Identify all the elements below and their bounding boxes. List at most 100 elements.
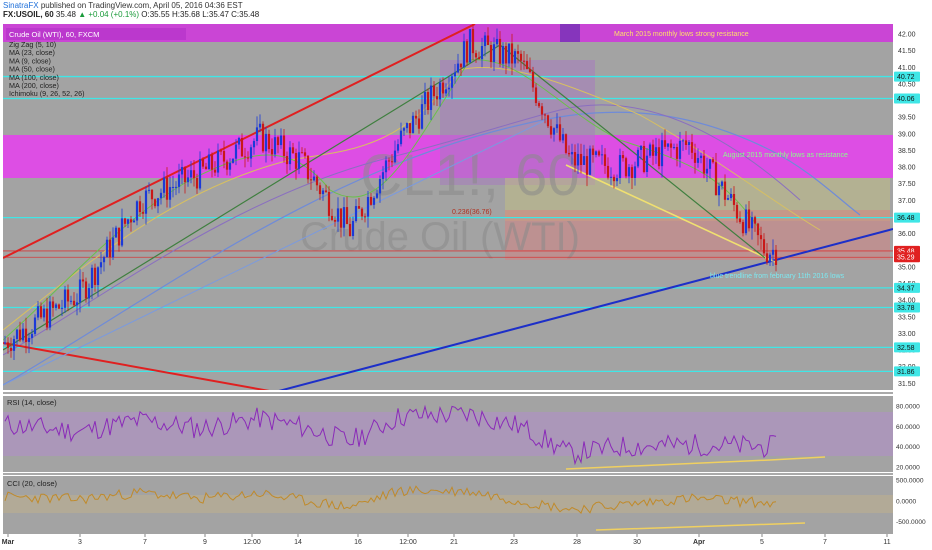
candle-body — [291, 147, 295, 154]
candle-body — [273, 137, 277, 155]
candle-body — [603, 154, 607, 166]
candle-body — [702, 155, 706, 174]
price-badge — [894, 212, 920, 223]
price-tick: 31.50 — [898, 381, 916, 388]
candle-body — [36, 306, 40, 318]
candle-body — [168, 187, 172, 200]
cci-axis-bg — [893, 476, 932, 534]
publish-info: SinatraFX published on TradingView.com, … — [3, 1, 243, 10]
august-resistance-label: August 2015 monthly lows as resistance — [723, 152, 848, 159]
time-axis[interactable]: Mar 3 7 9 12:00 14 16 12:00 21 23 28 30 Apr 5 7 11 — [0, 534, 932, 550]
red-support-line — [3, 342, 270, 390]
candle-body — [174, 186, 178, 188]
candle-body — [27, 337, 31, 342]
candle-body — [498, 38, 502, 64]
blue-trendline-label: blue trendline from february 11th 2016 l… — [710, 273, 845, 280]
candle-body — [579, 153, 583, 165]
candle-body — [531, 71, 535, 88]
candle-body — [741, 222, 745, 234]
price-badge — [894, 342, 920, 353]
price-badge-text: 36.48 — [897, 215, 915, 222]
march-resistance-zone — [3, 24, 893, 42]
legend-item: MA (9, close) — [9, 56, 51, 65]
candle-body — [486, 35, 490, 45]
candle-body — [330, 215, 334, 220]
candle-body — [135, 201, 139, 221]
candle-body — [666, 143, 670, 147]
candle-body — [12, 338, 16, 351]
candle-body — [171, 186, 175, 188]
price-axis[interactable]: 42.0041.5041.0040.5040.0039.5039.0038.50… — [893, 24, 932, 390]
candle-body — [87, 288, 91, 299]
cci-tick: 500.0000 — [896, 478, 924, 485]
candle-body — [483, 35, 487, 47]
price-tick: 41.50 — [898, 48, 916, 55]
candle-body — [183, 167, 187, 183]
rsi-tick: 20.0000 — [896, 464, 920, 471]
candle-body — [42, 308, 46, 318]
candle-body — [210, 154, 214, 170]
candle-body — [513, 51, 517, 64]
candle-body — [696, 158, 700, 163]
candle-body — [480, 46, 484, 60]
candle-body — [573, 152, 577, 166]
candle-body — [288, 147, 292, 165]
candle-body — [462, 41, 466, 68]
yellow-trendline — [565, 164, 776, 263]
time-tick: 21 — [450, 539, 458, 546]
legend-item: MA (50, close) — [9, 65, 55, 74]
cci-band — [3, 495, 893, 513]
candle-body — [195, 178, 199, 189]
zigzag-line-2 — [499, 44, 766, 259]
time-tick: Apr — [693, 539, 705, 546]
legend-title: Crude Oil (WTI), 60, FXCM — [9, 30, 99, 39]
candle-body — [312, 176, 316, 181]
author-name[interactable]: SinatraFX — [3, 1, 39, 10]
candle-body — [687, 142, 691, 145]
candle-body — [663, 140, 667, 147]
candle-body — [297, 152, 301, 169]
candle-body — [84, 281, 88, 299]
candle-body — [705, 168, 709, 174]
candle-body — [414, 115, 418, 119]
candle-body — [381, 172, 385, 180]
price-badge-text: 31.86 — [897, 369, 915, 376]
cci-trendline — [595, 522, 806, 531]
candle-body — [423, 92, 427, 105]
candle-body — [564, 134, 568, 153]
candle-body — [69, 300, 73, 302]
candle-body — [228, 162, 232, 170]
candle-body — [105, 239, 109, 258]
candle-body — [555, 124, 559, 129]
candle-body — [363, 216, 367, 218]
candle-body — [378, 179, 382, 194]
candle-body — [648, 144, 652, 156]
price-badge-text: 34.37 — [897, 285, 915, 292]
candle-body — [384, 160, 388, 173]
candle-body — [504, 46, 508, 64]
price-tick: 37.50 — [898, 181, 916, 188]
candle-body — [393, 150, 397, 163]
candle-body — [21, 328, 25, 341]
candle-body — [600, 154, 604, 156]
candle-body — [402, 128, 406, 131]
candle-body — [447, 87, 451, 90]
candle-body — [243, 156, 247, 158]
candle-body — [189, 170, 193, 178]
price-badge — [894, 366, 920, 377]
price-tick: 39.50 — [898, 115, 916, 122]
candle-body — [336, 208, 340, 222]
candle-body — [345, 207, 349, 224]
candle-body — [624, 158, 628, 177]
candle-body — [744, 209, 748, 234]
candle-body — [24, 328, 28, 342]
price-badge-text: 33.78 — [897, 305, 915, 312]
candle-body — [357, 206, 361, 209]
candle-body — [285, 156, 289, 165]
time-tick: 14 — [294, 539, 302, 546]
time-tick: 9 — [203, 539, 207, 546]
candle-body — [39, 306, 43, 318]
candle-body — [342, 207, 346, 228]
